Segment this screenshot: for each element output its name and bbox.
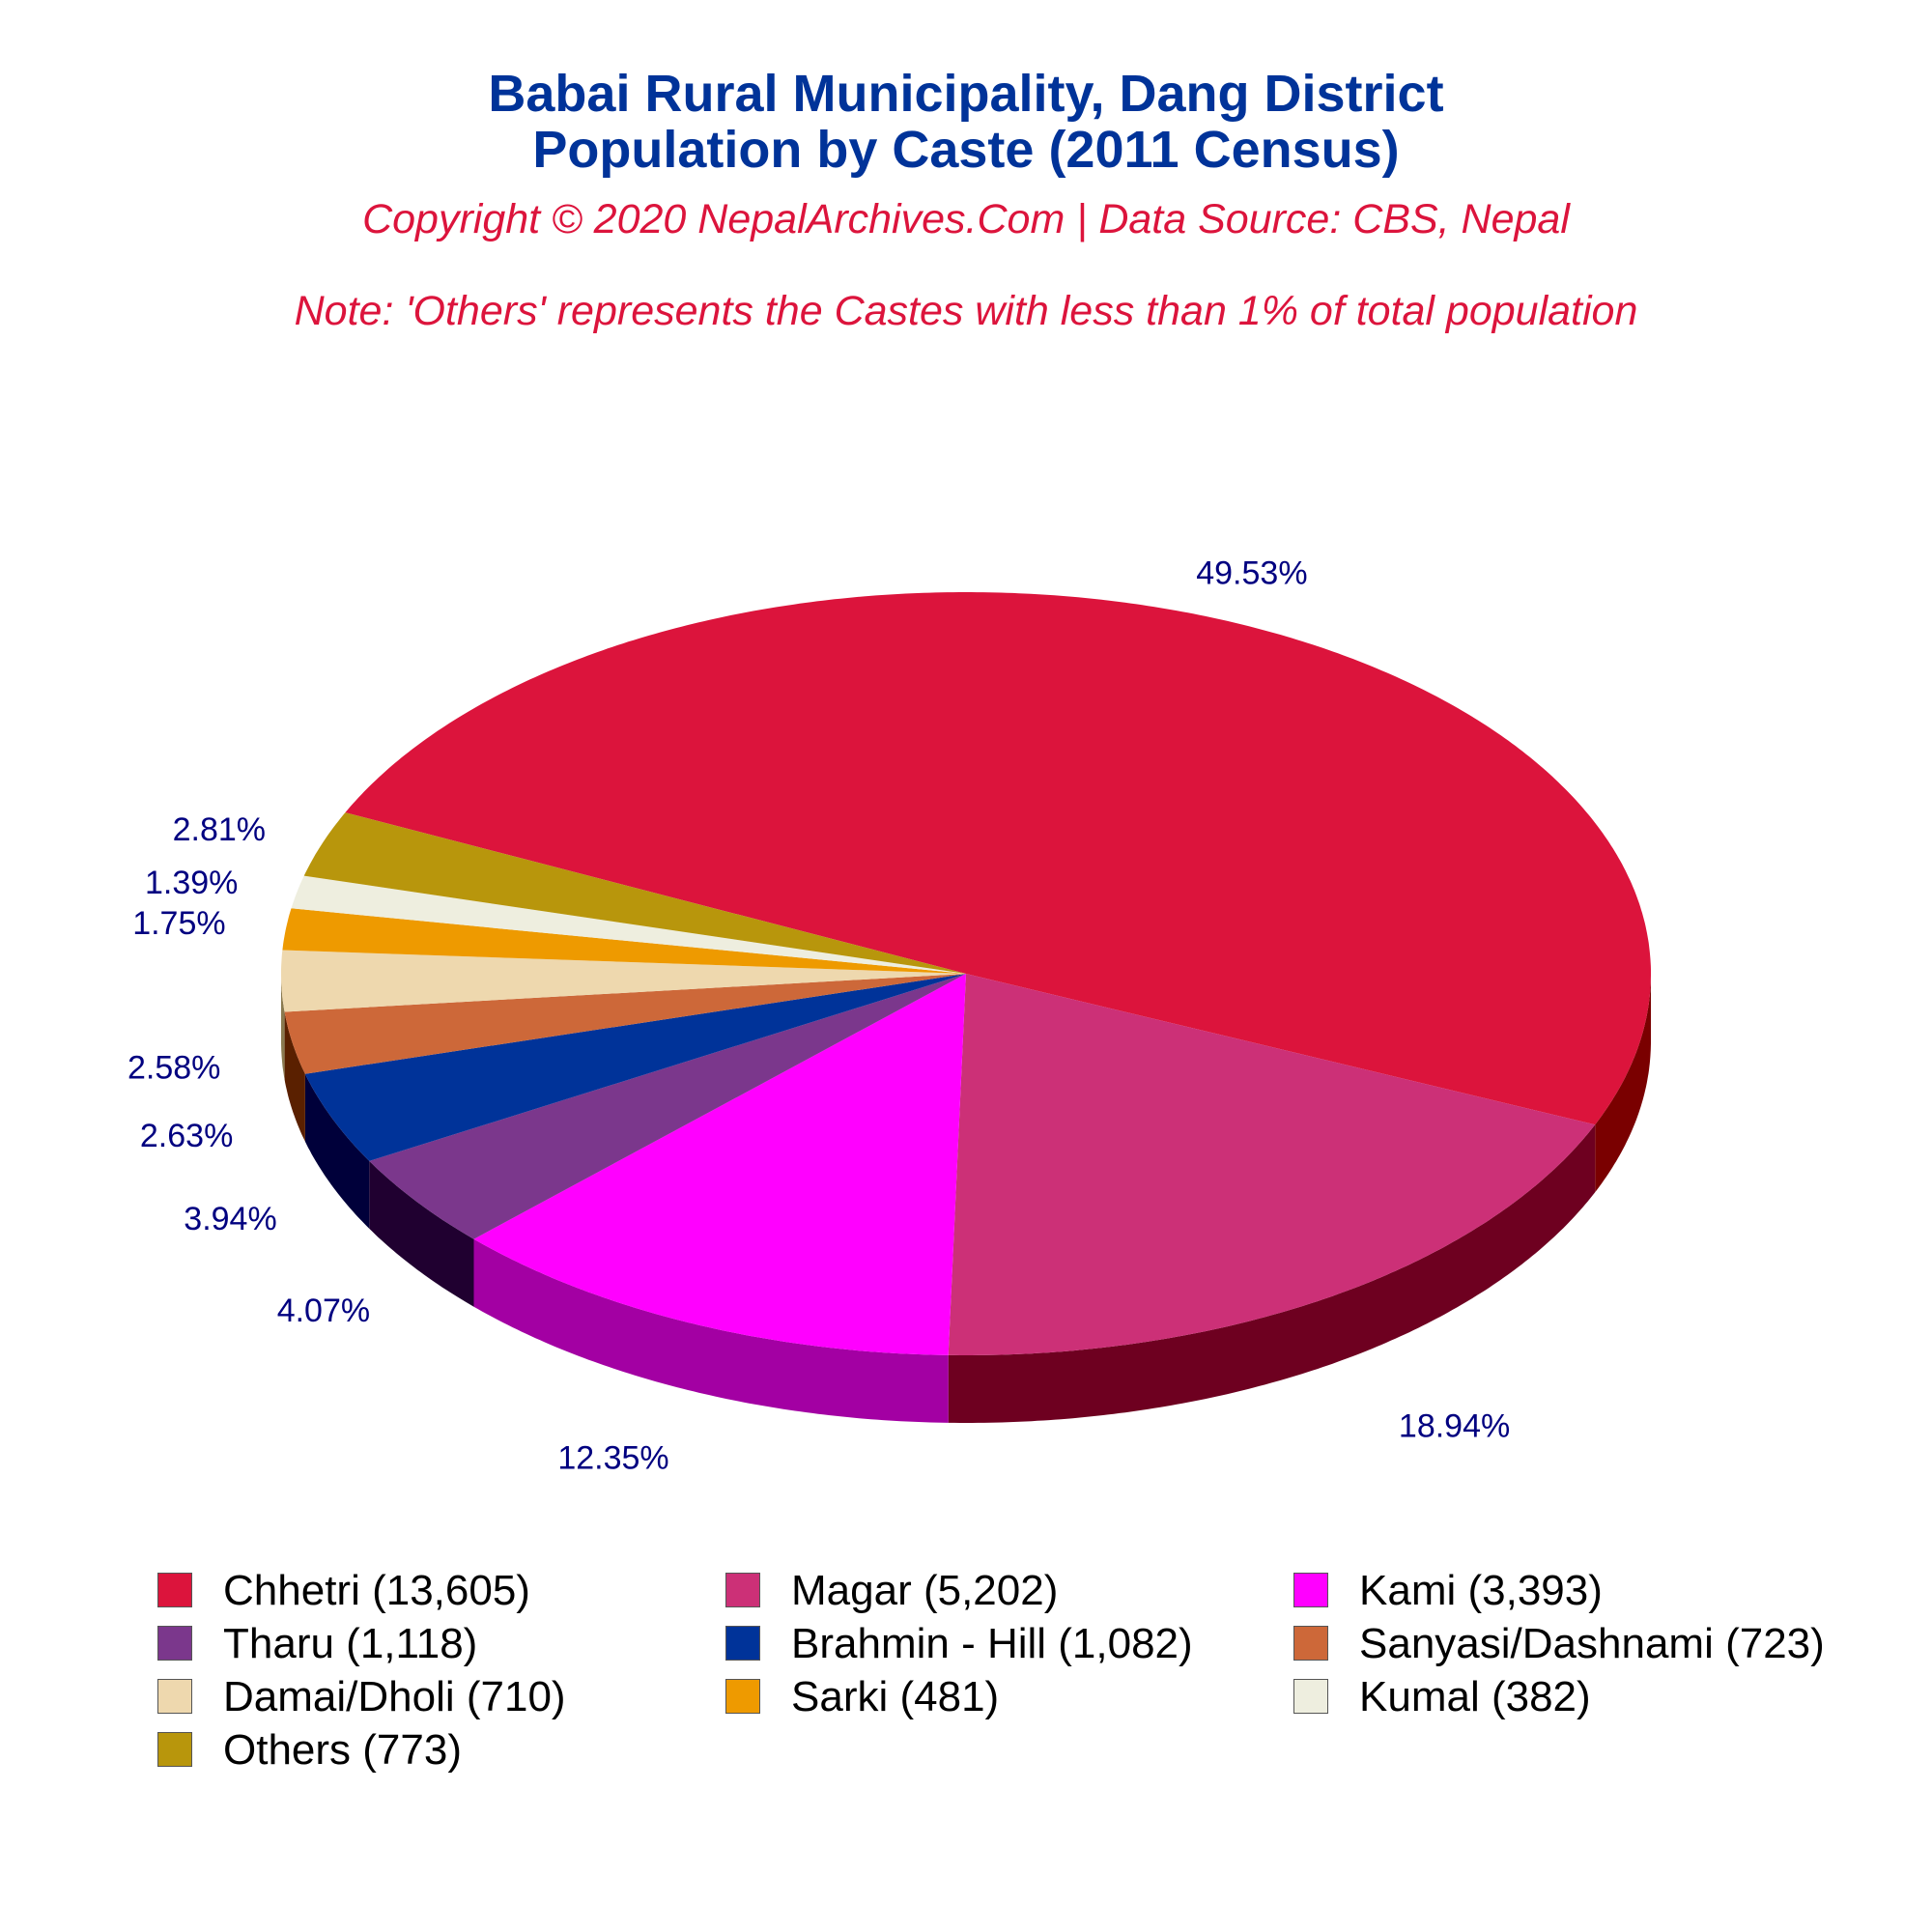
pie-slice-kami: [473, 974, 966, 1355]
legend-swatch: [725, 1573, 760, 1607]
percent-label-others: 2.81%: [173, 811, 266, 848]
slice-side-sanyasi-dashnami: [284, 1011, 305, 1142]
pie-slice-magar: [948, 974, 1596, 1355]
pie-slice-sarki: [282, 908, 966, 974]
slice-side-magar: [948, 1124, 1596, 1423]
legend-label: Magar (5,202): [791, 1567, 1059, 1614]
percent-label-sanyasi-dashnami: 2.63%: [140, 1118, 233, 1154]
legend-label: Chhetri (13,605): [223, 1567, 530, 1614]
legend-swatch: [1293, 1679, 1328, 1714]
legend-swatch: [1293, 1573, 1328, 1607]
chart-title-line2: Population by Caste (2011 Census): [532, 121, 1400, 179]
pie-slice-chhetri: [345, 592, 1651, 1125]
legend-label: Sanyasi/Dashnami (723): [1359, 1620, 1825, 1667]
percent-label-magar: 18.94%: [1399, 1407, 1510, 1444]
legend-label: Sarki (481): [791, 1673, 1000, 1720]
slice-side-tharu: [369, 1160, 474, 1307]
slice-side-damai-dholi: [281, 976, 285, 1080]
percent-label-kumal: 1.39%: [145, 865, 238, 901]
legend-swatch: [1293, 1626, 1328, 1661]
percent-label-brahmin-hill: 3.94%: [184, 1201, 276, 1237]
legend-swatch: [157, 1573, 192, 1607]
legend-swatch: [157, 1626, 192, 1661]
copyright-text: Copyright © 2020 NepalArchives.Com | Dat…: [362, 196, 1570, 242]
pie-slice-damai-dholi: [281, 950, 966, 1012]
legend-label: Brahmin - Hill (1,082): [791, 1620, 1193, 1667]
legend-label: Kami (3,393): [1359, 1567, 1603, 1614]
pie-slice-brahmin-hill: [304, 974, 966, 1161]
percent-label-tharu: 4.07%: [277, 1293, 370, 1329]
slice-side-brahmin-hill: [304, 1073, 370, 1229]
legend-swatch: [157, 1679, 192, 1714]
slice-side-chhetri: [1595, 976, 1651, 1193]
percent-label-damai-dholi: 2.58%: [128, 1049, 220, 1086]
chart-title-line1: Babai Rural Municipality, Dang District: [488, 65, 1444, 123]
legend-swatch: [725, 1679, 760, 1714]
pie-slice-kumal: [291, 875, 966, 974]
legend-swatch: [157, 1732, 192, 1767]
legend-label: Others (773): [223, 1726, 462, 1774]
slice-side-kami: [473, 1238, 949, 1423]
pie-chart: 49.53% 18.94% 12.35% 4.07% 3.94% 2.63% 2.58% 1.…: [128, 554, 1651, 1476]
legend-label: Kumal (382): [1359, 1673, 1591, 1720]
pie-slice-others: [303, 812, 966, 974]
percent-label-kami: 12.35%: [557, 1439, 668, 1476]
legend-swatch: [725, 1626, 760, 1661]
pie-slice-tharu: [369, 974, 966, 1239]
pie-slice-sanyasi-dashnami: [284, 974, 967, 1074]
percent-label-sarki: 1.75%: [132, 905, 225, 942]
note-text: Note: 'Others' represents the Castes wit…: [294, 288, 1638, 334]
percent-label-chhetri: 49.53%: [1196, 554, 1307, 591]
legend-label: Tharu (1,118): [223, 1620, 478, 1667]
legend-label: Damai/Dholi (710): [223, 1673, 566, 1720]
